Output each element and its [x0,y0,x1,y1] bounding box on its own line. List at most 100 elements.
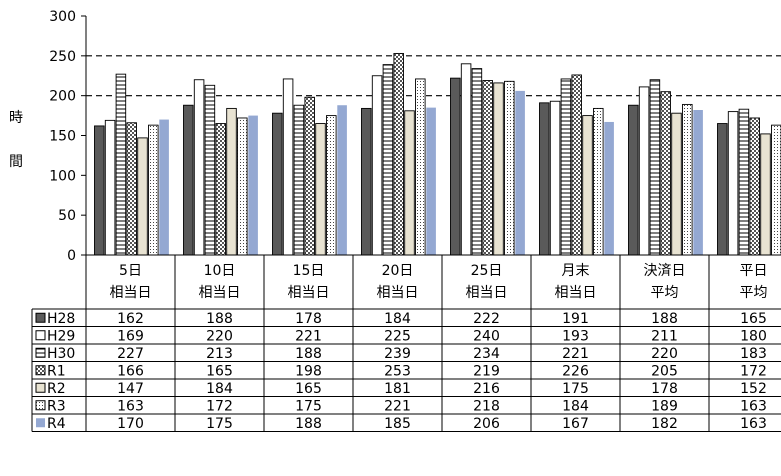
bar-h29 [371,75,383,256]
x-category-label: 月末 [562,263,590,279]
table-value: 184 [562,398,589,414]
table-value: 178 [295,311,322,327]
table-value: 183 [740,346,767,362]
bar-h29 [549,100,561,256]
table-value: 178 [651,381,678,397]
table-value: 172 [740,363,767,379]
table-value: 175 [295,398,322,414]
table-value: 219 [473,363,500,379]
y-tick-label: 300 [49,9,76,25]
legend-key-r3 [35,400,46,411]
x-category-label: 20日 [382,263,414,279]
bar-h28 [94,125,105,256]
table-value: 185 [384,416,411,432]
bar-r3 [593,107,604,256]
bar-h28 [539,102,550,256]
bar-h29 [460,63,472,256]
table-value: 216 [473,381,500,397]
legend-key-h30 [35,347,46,358]
bar-r1 [304,96,315,256]
table-value: 184 [384,311,411,327]
legend-label: H29 [47,328,75,344]
table-value: 188 [295,346,322,362]
bars-layer [94,52,781,256]
bar-h29 [104,119,116,256]
table-value: 253 [384,363,411,379]
table-value: 165 [206,363,233,379]
bar-r3 [504,80,515,256]
table-value: 163 [740,398,767,414]
bar-r1 [749,117,760,256]
y-axis-label: 時間 [9,110,23,170]
bar-r4 [248,115,258,255]
bar-h28 [717,123,728,256]
table-value: 239 [384,346,411,362]
bar-r1 [571,74,582,256]
y-axis-label-char: 間 [9,154,23,170]
bar-r1 [660,91,671,256]
legend-key-h29 [35,330,46,341]
bar-h28 [361,107,372,256]
x-category-label: 相当日 [377,285,419,301]
legend-key-r4 [36,418,45,428]
bar-r1 [393,52,404,256]
bar-r4 [604,121,614,255]
y-axis-ticks: 0 50 100 150 200 250 300 [49,9,86,264]
bar-h30 [293,104,305,256]
bar-h29 [193,79,205,256]
bar-r2 [493,82,504,256]
table-value: 220 [206,328,233,344]
y-tick-label: 0 [67,248,76,264]
legend-label: R4 [47,416,66,432]
table-value: 193 [562,328,589,344]
x-category-label: 相当日 [555,285,597,301]
x-category-label: 相当日 [288,285,330,301]
legend-label: R2 [47,381,66,397]
table-value: 165 [295,381,322,397]
bar-h28 [272,112,283,256]
x-category-label: 相当日 [199,285,241,301]
bar-r2 [226,107,237,256]
table-value: 175 [206,416,233,432]
bar-r3 [148,124,159,256]
legend-key-r1 [35,365,46,376]
bar-r2 [582,115,593,256]
x-category-label: 15日 [293,263,325,279]
table-value: 220 [651,346,678,362]
table-value: 163 [117,398,144,414]
table-value: 218 [473,398,500,414]
table-value: 189 [651,398,678,414]
table-value: 165 [740,311,767,327]
bar-r4 [693,110,703,255]
table-value: 221 [384,398,411,414]
legend-key-h28 [35,312,46,323]
bar-h28 [450,77,461,256]
table-value: 188 [295,416,322,432]
bar-r4 [337,105,347,255]
x-category-label: 平均 [651,285,679,301]
x-category-label: 10日 [204,263,236,279]
table-value: 226 [562,363,589,379]
bar-r3 [237,117,248,256]
bar-r4 [159,119,169,255]
table-value: 163 [740,416,767,432]
y-tick-label: 150 [49,129,76,145]
table-value: 162 [117,311,144,327]
table-value: 206 [473,416,500,432]
bar-r3 [682,103,693,256]
x-category-label: 5日 [119,263,142,279]
bar-h28 [628,104,639,256]
bar-r2 [315,123,326,256]
table-value: 172 [206,398,233,414]
bar-h28 [183,104,194,256]
gridlines [86,55,781,97]
table-value: 198 [295,363,322,379]
table-value: 221 [295,328,322,344]
table-value: 240 [473,328,500,344]
y-axis-label-char: 時 [9,110,23,126]
x-category-label: 決済日 [644,263,686,279]
y-tick-label: 50 [58,208,76,224]
table-value: 221 [562,346,589,362]
table-value: 170 [117,416,144,432]
